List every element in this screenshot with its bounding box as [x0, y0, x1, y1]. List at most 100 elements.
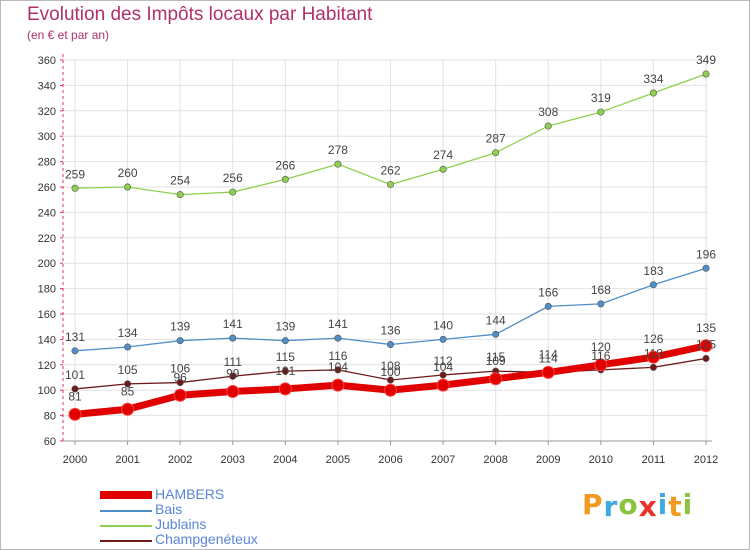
data-point-jublains — [281, 175, 289, 183]
data-point-jublains — [649, 89, 657, 97]
data-point-bais — [544, 302, 552, 310]
data-label-champgenteux: 112 — [434, 354, 453, 368]
data-point-jublains — [386, 180, 394, 188]
data-point-bais — [334, 334, 342, 342]
y-tick-label: 300 — [38, 131, 56, 143]
data-label-bais: 134 — [118, 326, 138, 340]
data-point-jublains — [544, 122, 552, 130]
data-label-hambers: 104 — [433, 360, 453, 374]
x-tick-label: 2005 — [326, 454, 350, 466]
data-point-bais — [492, 330, 500, 338]
legend-label-hambers: HAMBERS — [155, 486, 225, 502]
data-point-champgenteux — [229, 372, 237, 380]
data-label-bais: 136 — [380, 323, 400, 337]
data-label-jublains: 262 — [380, 163, 400, 177]
data-label-jublains: 349 — [696, 53, 716, 67]
data-point-bais — [386, 340, 394, 348]
data-label-bais: 131 — [65, 330, 85, 344]
data-label-hambers: 135 — [696, 321, 716, 335]
data-point-hambers — [384, 383, 397, 397]
data-point-jublains — [597, 108, 605, 116]
x-tick-label: 2008 — [483, 454, 507, 466]
data-label-hambers: 126 — [643, 332, 663, 346]
data-label-bais: 139 — [170, 320, 190, 334]
y-tick-label: 320 — [38, 106, 56, 118]
x-tick-label: 2000 — [63, 454, 87, 466]
data-point-hambers — [699, 339, 713, 353]
data-point-bais — [597, 300, 605, 308]
data-point-jublains — [439, 165, 447, 173]
data-label-jublains: 287 — [486, 132, 506, 146]
data-label-champgenteux: 125 — [696, 337, 716, 351]
data-point-champgenteux — [334, 366, 342, 374]
data-point-champgenteux — [176, 379, 184, 387]
data-point-hambers — [489, 372, 503, 386]
data-point-champgenteux — [439, 371, 447, 379]
data-label-bais: 141 — [328, 317, 348, 331]
data-point-bais — [439, 335, 447, 343]
y-tick-label: 360 — [38, 55, 56, 67]
data-label-jublains: 319 — [591, 91, 611, 105]
data-label-bais: 140 — [433, 318, 453, 332]
data-label-bais: 141 — [223, 317, 243, 331]
data-point-champgenteux — [702, 354, 710, 362]
x-tick-label: 2002 — [168, 454, 192, 466]
data-label-champgenteux: 105 — [118, 363, 138, 377]
chart-subtitle: (en € et par an) — [27, 28, 110, 42]
x-tick-label: 2001 — [115, 454, 139, 466]
data-label-bais: 144 — [486, 313, 506, 327]
data-point-jublains — [71, 184, 79, 192]
x-tick-label: 2010 — [589, 454, 613, 466]
data-label-bais: 168 — [591, 283, 611, 297]
data-point-hambers — [331, 378, 345, 392]
data-point-champgenteux — [71, 385, 79, 393]
y-tick-label: 80 — [44, 411, 56, 423]
data-point-champgenteux — [649, 363, 657, 371]
data-point-bais — [281, 337, 289, 345]
data-label-champgenteux: 115 — [276, 350, 295, 364]
x-tick-label: 2003 — [221, 454, 245, 466]
data-label-hambers: 109 — [486, 354, 506, 368]
data-point-champgenteux — [124, 380, 132, 388]
data-label-bais: 166 — [538, 285, 558, 299]
data-label-bais: 139 — [275, 320, 295, 334]
data-point-jublains — [702, 70, 710, 78]
data-label-hambers: 81 — [68, 389, 82, 403]
data-point-hambers — [226, 384, 240, 398]
data-label-champgenteux: 108 — [380, 359, 400, 373]
legend-swatch-champgeneteux — [100, 540, 152, 542]
data-label-champgenteux: 116 — [328, 349, 347, 363]
data-point-hambers — [541, 365, 555, 379]
y-tick-label: 120 — [38, 360, 56, 372]
data-point-hambers — [68, 407, 82, 421]
y-tick-label: 140 — [38, 334, 56, 346]
chart-title: Evolution des Impôts locaux par Habitant — [27, 4, 373, 25]
data-point-hambers — [646, 350, 660, 364]
data-point-bais — [176, 337, 184, 345]
data-label-jublains: 259 — [65, 167, 85, 181]
data-label-hambers: 114 — [539, 347, 558, 361]
y-tick-label: 60 — [44, 436, 56, 448]
data-point-jublains — [334, 160, 342, 168]
data-label-hambers: 85 — [121, 384, 135, 398]
data-point-champgenteux — [386, 376, 394, 384]
data-label-jublains: 334 — [643, 72, 663, 86]
data-point-jublains — [229, 188, 237, 196]
data-label-jublains: 266 — [275, 158, 295, 172]
data-point-hambers — [436, 378, 450, 392]
data-label-hambers: 100 — [380, 365, 400, 379]
data-label-champgenteux: 114 — [539, 351, 558, 365]
data-point-champgenteux — [281, 367, 289, 375]
proxiti-logo: Proxiti — [582, 488, 694, 523]
data-label-jublains: 260 — [118, 166, 138, 180]
data-label-jublains: 274 — [433, 148, 453, 162]
data-label-champgenteux: 115 — [486, 350, 505, 364]
data-point-bais — [702, 264, 710, 272]
data-point-hambers — [278, 382, 292, 396]
y-tick-label: 100 — [38, 385, 56, 397]
y-tick-label: 200 — [38, 258, 56, 270]
data-label-champgenteux: 116 — [591, 349, 610, 363]
y-tick-label: 340 — [38, 80, 56, 92]
x-tick-label: 2011 — [642, 454, 666, 466]
